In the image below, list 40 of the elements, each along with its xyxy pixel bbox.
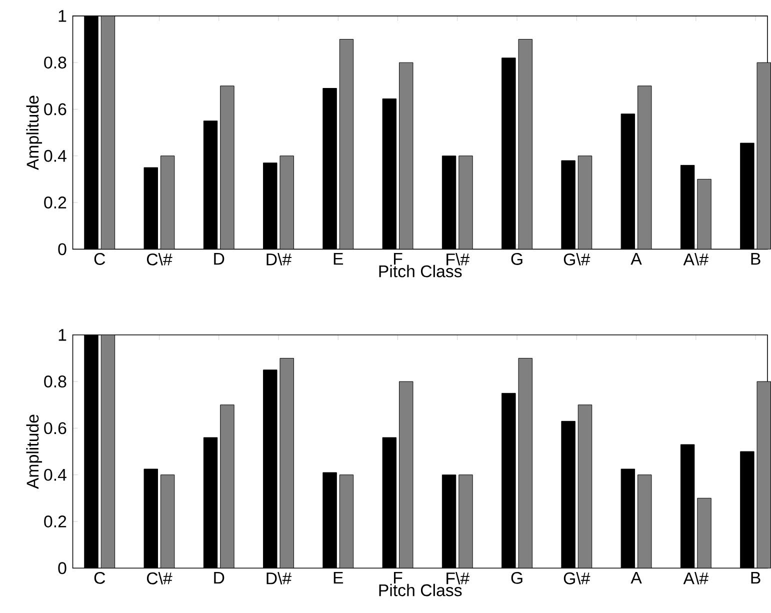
y-tick-label: 0.2 [44,196,66,209]
x-tick-label: G [511,572,522,584]
x-axis-title: Pitch Class [379,264,462,278]
y-tick-label: 0.8 [44,376,66,388]
x-axis-title: Pitch Class [379,584,462,596]
x-tick-label: D\# [266,253,292,266]
x-tick-label: E [334,253,344,265]
x-tick-label: C [94,572,106,584]
x-tick-label: B [751,572,760,584]
x-tick-label: A\# [683,572,709,584]
x-tick-label: B [751,253,760,265]
x-tick-label: G\# [564,572,590,584]
y-tick-label: 0.6 [44,103,66,116]
y-tick-label: 0.4 [44,468,66,481]
x-tick-label: D\# [266,572,292,584]
x-tick-label: F [394,572,402,584]
x-tick-label: C\# [146,253,172,266]
x-tick-label: F\# [446,253,470,266]
y-tick-label: 0.6 [44,422,66,434]
x-tick-label: A\# [683,253,709,266]
x-tick-label: G [511,253,522,265]
y-tick-label: 0.8 [44,56,66,69]
x-tick-label: A [630,572,642,584]
x-tick-label: C\# [146,572,172,584]
x-tick-label: F\# [446,572,470,584]
x-tick-label: A [630,253,642,265]
x-tick-label: D [214,253,224,265]
x-tick-label: C [94,253,106,265]
y-tick-label: 0.2 [44,516,66,528]
y-axis-title: Amplitude [26,96,42,170]
y-axis-title: Amplitude [26,414,42,490]
x-tick-label: G\# [564,253,590,266]
y-tick-label: 1 [58,329,66,341]
x-tick-label: F [394,253,402,265]
y-tick-label: 0 [58,243,66,256]
x-tick-label: E [334,572,344,584]
y-tick-label: 0.4 [44,150,66,162]
x-tick-label: D [214,572,224,584]
y-tick-label: 0 [58,562,66,574]
y-tick-label: 1 [58,10,66,22]
